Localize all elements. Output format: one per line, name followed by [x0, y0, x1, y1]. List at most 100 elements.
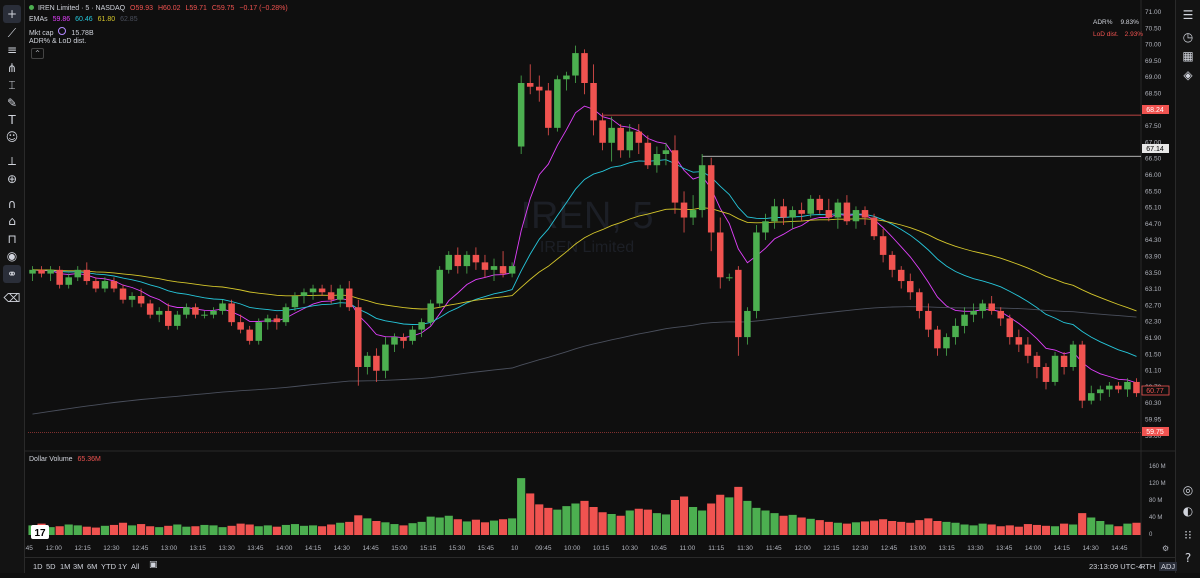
text-icon[interactable]: T: [8, 113, 16, 127]
candle-body: [300, 292, 308, 296]
target-icon[interactable]: ◎: [1182, 483, 1194, 497]
price-tick-label: 59.60: [1145, 433, 1162, 440]
volume-bar: [869, 520, 879, 535]
collapse-legend-button[interactable]: ^: [31, 48, 44, 59]
adr-info-box: ADR% 9.83% LoD dist. 2.93%: [1093, 17, 1143, 41]
range-5d[interactable]: 5D: [46, 562, 56, 571]
adr-legend[interactable]: ADR% & LoD dist.: [29, 38, 89, 45]
zoom-in-icon[interactable]: ⊕: [6, 172, 18, 186]
candle-body: [237, 322, 244, 330]
time-tick-label: 15:45: [478, 545, 495, 552]
candle-body: [74, 269, 82, 278]
candle-body: [508, 266, 516, 274]
horizontal-lines-icon[interactable]: ≡: [6, 43, 18, 57]
watchlist-icon[interactable]: ☰: [1182, 8, 1194, 22]
chart-canvas[interactable]: IREN, 5 IREN Limited 71.00 70.50 70.00 69.5…: [17, 0, 1175, 573]
calendar-icon[interactable]: ▣: [149, 560, 158, 570]
price-tick-label: 71.00: [1145, 9, 1162, 16]
price-tick-label: 64.30: [1145, 237, 1162, 244]
candle-body: [680, 202, 688, 218]
candle-body: [282, 307, 290, 323]
apps-icon[interactable]: ⁝⁝: [1184, 528, 1192, 542]
range-1y[interactable]: 1Y: [118, 562, 128, 571]
candle-body: [336, 288, 344, 300]
candle-body: [1115, 385, 1122, 390]
volume-bar: [146, 526, 155, 535]
session-toggle[interactable]: RTH: [1140, 562, 1156, 571]
clock[interactable]: 23:13:09 UTC-4: [1089, 562, 1143, 571]
candle-body: [843, 202, 851, 222]
candle: [364, 352, 371, 375]
time-tick-label: 13:45: [996, 545, 1013, 552]
link-icon[interactable]: ⚭: [3, 265, 21, 283]
volume-bar: [526, 493, 535, 535]
candle: [454, 247, 462, 274]
trend-line-icon[interactable]: ⟋: [7, 26, 17, 40]
candle-body: [65, 277, 72, 285]
eye-icon[interactable]: ◉: [6, 249, 18, 263]
volume-bar: [254, 526, 263, 535]
crosshair-icon[interactable]: +: [3, 5, 21, 23]
volume-bar: [127, 525, 137, 535]
range-1d[interactable]: 1D: [33, 562, 43, 571]
community-icon[interactable]: ◐: [1182, 504, 1194, 518]
candle-body: [825, 210, 833, 218]
mktcap-legend[interactable]: Mkt cap 15.78B: [29, 27, 97, 37]
candle: [852, 206, 860, 229]
range-ytd[interactable]: YTD: [101, 562, 116, 571]
pitchfork-icon[interactable]: ⋔: [6, 61, 18, 75]
lock-icon[interactable]: ⊓: [7, 232, 17, 246]
volume-bar: [589, 507, 598, 535]
candle-body: [988, 303, 995, 311]
volume-bar: [942, 521, 951, 535]
layers-icon[interactable]: ◈: [1183, 68, 1193, 82]
draw-mode-icon[interactable]: ⌂: [8, 214, 16, 228]
emoji-icon[interactable]: ☺: [5, 130, 19, 144]
volume-bar: [1032, 524, 1042, 535]
volume-bar: [833, 522, 842, 535]
volume-bar: [327, 524, 336, 535]
ruler-icon[interactable]: ⟂: [7, 154, 16, 168]
candle-body: [1060, 355, 1068, 367]
volume-bar: [806, 518, 815, 535]
time-tick-label: 10: [511, 545, 519, 552]
time-tick-label: 12:45: [132, 545, 149, 552]
settings-gear-icon[interactable]: ⚙: [1162, 544, 1169, 553]
range-6m[interactable]: 6M: [87, 562, 98, 571]
brush-icon[interactable]: ✎: [6, 96, 18, 110]
magnet-icon[interactable]: ∩: [7, 197, 17, 211]
adj-toggle[interactable]: ADJ: [1159, 562, 1178, 571]
range-3m[interactable]: 3M: [73, 562, 84, 571]
alerts-icon[interactable]: ◷: [1182, 30, 1194, 44]
candle-body: [454, 254, 462, 267]
candle: [762, 213, 769, 240]
help-icon[interactable]: ?: [1184, 551, 1192, 565]
candle-body: [1087, 393, 1095, 401]
candle: [300, 288, 308, 304]
trash-icon[interactable]: ⌫: [3, 291, 21, 305]
volume-bar: [580, 500, 589, 535]
time-axis[interactable]: 11:45 12:00 12:15 12:30 12:45 13:00 13:15 13:30…: [17, 544, 1169, 553]
emas-legend[interactable]: EMAs 59.86 60.46 61.80 62.85: [29, 16, 141, 23]
range-1m[interactable]: 1M: [60, 562, 71, 571]
volume-bar: [435, 517, 444, 535]
volume-bar: [508, 518, 517, 535]
time-tick-label: 12:00: [794, 545, 811, 552]
chart-area[interactable]: IREN, 5 IREN Limited 71.00 70.50 70.00 69.5…: [17, 0, 1175, 573]
volume-bar: [969, 525, 978, 535]
hotlist-icon[interactable]: ▦: [1182, 49, 1194, 63]
candle: [445, 251, 453, 274]
price-axis[interactable]: 71.0070.5070.0069.5069.0068.5068.0067.50…: [1145, 9, 1162, 440]
range-all[interactable]: All: [131, 562, 140, 571]
candle-body: [635, 131, 643, 143]
volume-legend[interactable]: Dollar Volume 65.36M: [29, 456, 104, 463]
fib-icon[interactable]: ⌶: [8, 78, 16, 92]
candle: [481, 254, 489, 278]
time-tick-label: 11:30: [737, 545, 753, 552]
candle-body: [735, 269, 742, 338]
candle: [164, 303, 172, 330]
left-drawing-toolbar: + ⟋ ≡ ⋔ ⌶ ✎ T ☺ ⟂ ⊕ ∩ ⌂ ⊓ ◉ ⚭ ⌫: [0, 0, 25, 573]
candle-body: [273, 318, 281, 323]
candle-body: [707, 165, 715, 233]
symbol-title[interactable]: IREN Limited · 5 · NASDAQ: [37, 5, 126, 12]
